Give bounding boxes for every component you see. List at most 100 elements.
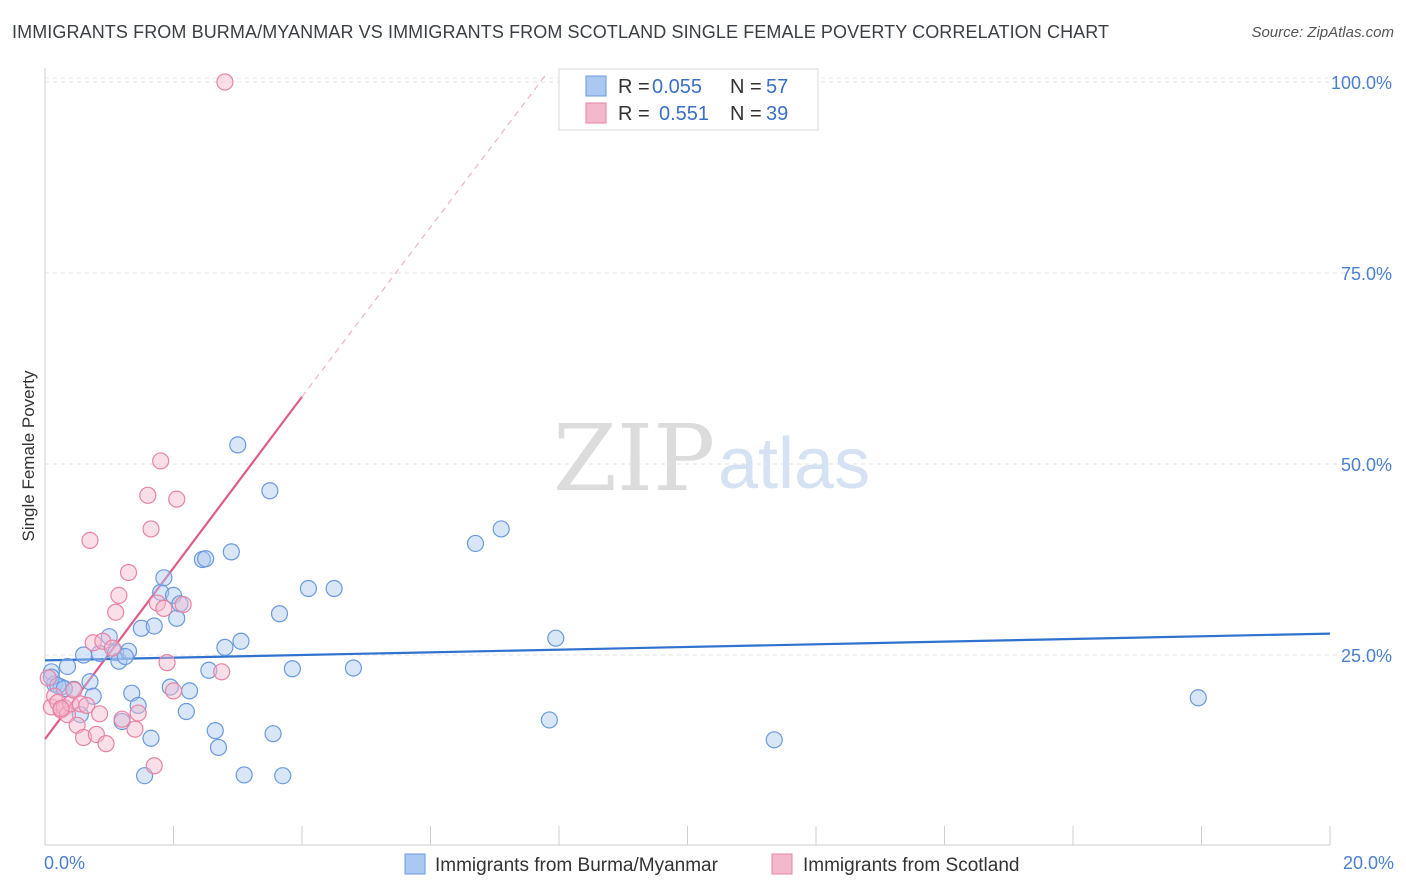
chart-title: IMMIGRANTS FROM BURMA/MYANMAR VS IMMIGRA… [12, 22, 1110, 42]
y-tick-label-3: 100.0% [1331, 73, 1392, 93]
point-series1-20 [107, 603, 125, 621]
watermark: ZIP atlas [553, 405, 870, 512]
legend-r-label-2: R = [618, 103, 650, 125]
point-series0-44 [299, 579, 318, 598]
point-series1-12 [78, 696, 96, 715]
point-series1-22 [113, 710, 131, 728]
trend-line-dashed-series1 [301, 73, 547, 398]
point-series1-36 [213, 663, 231, 681]
x-tick-label-0: 0.0% [44, 853, 85, 873]
point-series0-37 [232, 632, 250, 650]
point-series1-33 [164, 682, 183, 700]
point-series0-47 [466, 534, 485, 553]
point-series0-42 [274, 767, 292, 785]
point-series0-7 [81, 673, 99, 691]
point-series1-18 [97, 735, 115, 753]
point-series0-40 [264, 725, 282, 743]
legend-n-value-1: 57 [766, 76, 788, 98]
point-series0-25 [168, 609, 186, 627]
point-series0-21 [152, 583, 170, 601]
point-series0-43 [283, 660, 301, 678]
legend-r-value-1: 0.055 [652, 76, 702, 98]
point-series1-21 [110, 586, 128, 605]
point-series1-32 [158, 654, 176, 672]
data-points [39, 73, 1207, 785]
point-series0-3 [58, 657, 77, 676]
point-series1-6 [58, 705, 77, 724]
point-series0-46 [344, 659, 362, 677]
point-series0-56 [116, 647, 134, 666]
point-series1-16 [91, 705, 109, 723]
point-series0-28 [180, 682, 199, 700]
trend-lines [44, 73, 1331, 740]
legend-swatch-pink [585, 102, 607, 124]
point-series1-24 [126, 720, 144, 738]
point-series1-28 [145, 757, 163, 775]
point-series0-17 [132, 619, 150, 637]
point-series0-31 [200, 661, 218, 679]
legend: R = 0.055 N = 57 R = 0.551 N = 39 [558, 68, 819, 131]
point-series1-23 [119, 563, 138, 582]
point-series0-32 [206, 722, 224, 740]
point-series1-35 [174, 595, 192, 614]
point-series0-8 [84, 687, 102, 705]
y-tick-label-1: 50.0% [1341, 455, 1392, 475]
point-series0-27 [177, 702, 195, 721]
bottom-legend-label-blue: Immigrants from Burma/Myanmar [435, 855, 719, 876]
tick-labels: 25.0% 50.0% 75.0% 100.0% 0.0% 20.0% [44, 73, 1394, 873]
source-label: Source: ZipAtlas.com [1251, 24, 1394, 41]
point-series0-48 [492, 520, 510, 538]
point-series0-14 [119, 642, 138, 660]
y-tick-label-2: 75.0% [1341, 264, 1392, 284]
legend-r-value-2: 0.551 [659, 103, 709, 125]
point-series0-30 [197, 550, 215, 568]
watermark-atlas: atlas [718, 424, 870, 504]
legend-n-value-2: 39 [766, 103, 788, 125]
watermark-zip: ZIP [553, 405, 715, 512]
bottom-legend-swatch-pink [771, 853, 793, 875]
trend-line-series1 [44, 396, 303, 740]
legend-swatch-blue [585, 75, 607, 97]
point-series1-34 [168, 490, 186, 508]
point-series0-33 [209, 738, 228, 757]
bottom-legend: Immigrants from Burma/Myanmar Immigrants… [404, 853, 1019, 876]
point-series0-51 [765, 731, 783, 749]
point-series0-52 [1189, 689, 1207, 707]
bottom-legend-swatch-blue [404, 853, 426, 875]
point-series1-0 [39, 669, 57, 687]
x-tick-label-1: 20.0% [1343, 853, 1394, 873]
point-series0-22 [155, 569, 173, 587]
point-series0-50 [547, 629, 565, 647]
bottom-legend-label-pink: Immigrants from Scotland [803, 855, 1019, 876]
point-series1-11 [74, 728, 93, 747]
point-series0-36 [229, 436, 247, 454]
y-tick-label-0: 25.0% [1341, 646, 1392, 666]
point-series0-20 [145, 617, 163, 635]
point-series1-31 [155, 599, 173, 617]
y-axis-label: Single Female Poverty [19, 370, 38, 542]
point-series1-25 [129, 704, 147, 722]
point-series0-49 [540, 711, 558, 729]
point-series0-39 [261, 482, 279, 500]
point-series1-17 [94, 632, 112, 650]
legend-n-label-1: N = [730, 76, 762, 98]
point-series1-19 [103, 639, 122, 657]
point-series0-41 [270, 605, 289, 623]
point-series1-26 [139, 486, 157, 504]
point-series0-34 [216, 638, 234, 656]
point-series1-8 [65, 681, 83, 699]
point-series0-38 [235, 766, 253, 784]
point-series1-27 [142, 520, 160, 538]
point-series0-45 [325, 579, 343, 598]
legend-r-label-1: R = [618, 76, 650, 98]
point-series0-19 [142, 729, 160, 747]
point-series1-13 [81, 531, 99, 550]
point-series0-35 [222, 543, 240, 561]
legend-n-label-2: N = [730, 103, 762, 125]
gridlines [45, 77, 1390, 656]
axes [44, 68, 1331, 846]
point-series1-10 [71, 695, 89, 713]
point-series1-30 [152, 452, 170, 470]
trend-line-series0 [44, 632, 1331, 662]
